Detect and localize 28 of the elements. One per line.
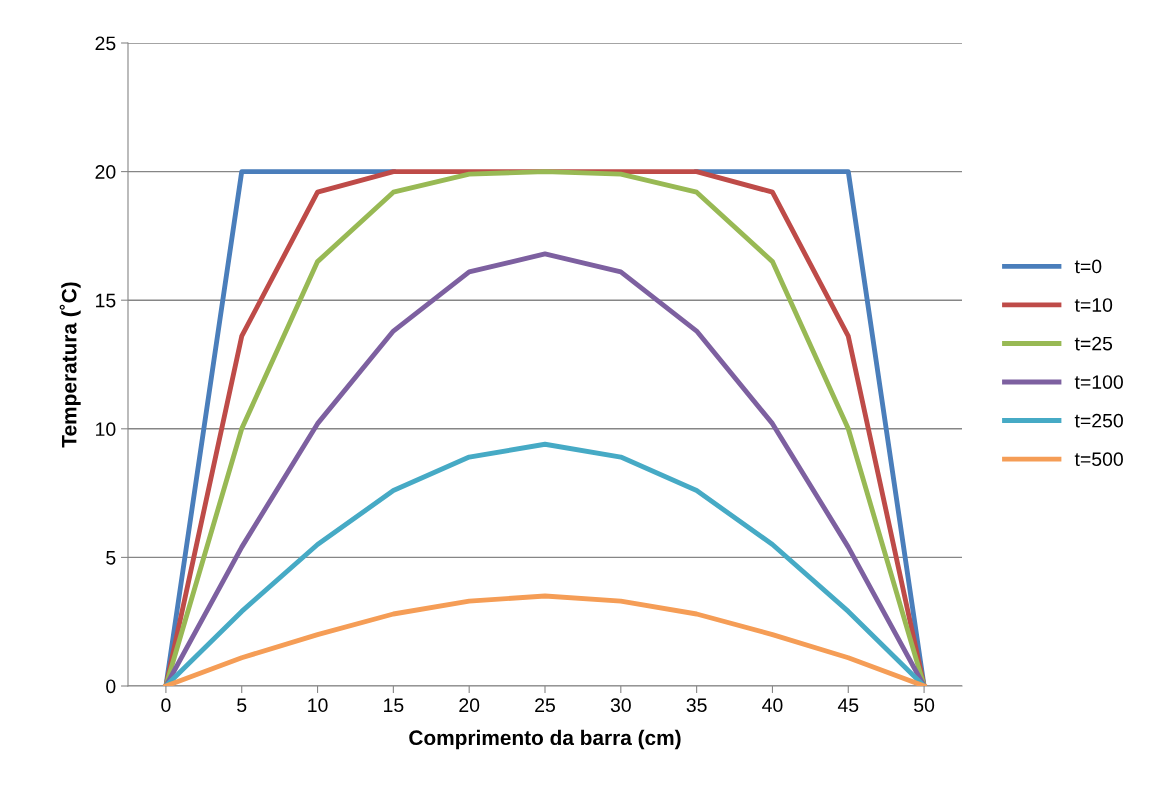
y-tick-label: 20 xyxy=(95,165,116,179)
y-tick-label: 10 xyxy=(96,422,116,437)
x-tick-label: 50 xyxy=(914,698,935,713)
x-tick-label: 0 xyxy=(161,698,171,713)
x-tick-label: 40 xyxy=(762,698,783,713)
x-tick-label: 45 xyxy=(837,698,859,713)
line-series xyxy=(163,593,927,686)
x-tick-label: 25 xyxy=(535,698,555,713)
x-axis-title: Comprimento da barra (cm) xyxy=(409,729,681,750)
y-axis-title: Temperatura (˚C) xyxy=(59,282,81,448)
y-tick-label: 15 xyxy=(96,293,116,308)
x-tick-label: 20 xyxy=(459,698,480,713)
legend-label: t=100 xyxy=(1074,375,1123,389)
y-tick-label: 0 xyxy=(106,679,116,694)
legend-label: t=0 xyxy=(1074,259,1102,274)
x-tick-label: 5 xyxy=(237,698,247,713)
x-tick-label: 35 xyxy=(686,698,707,713)
line-series xyxy=(163,441,927,686)
y-tick-label: 25 xyxy=(95,36,116,51)
legend-label: t=10 xyxy=(1074,298,1113,312)
x-tick-label: 10 xyxy=(308,698,328,713)
line-series xyxy=(163,251,927,686)
y-tick-label: 5 xyxy=(106,551,116,565)
legend-label: t=500 xyxy=(1074,452,1123,467)
x-tick-label: 30 xyxy=(610,698,631,713)
x-tick-label: 15 xyxy=(384,698,404,713)
legend-label: t=250 xyxy=(1074,413,1123,428)
legend-label: t=25 xyxy=(1074,336,1113,351)
